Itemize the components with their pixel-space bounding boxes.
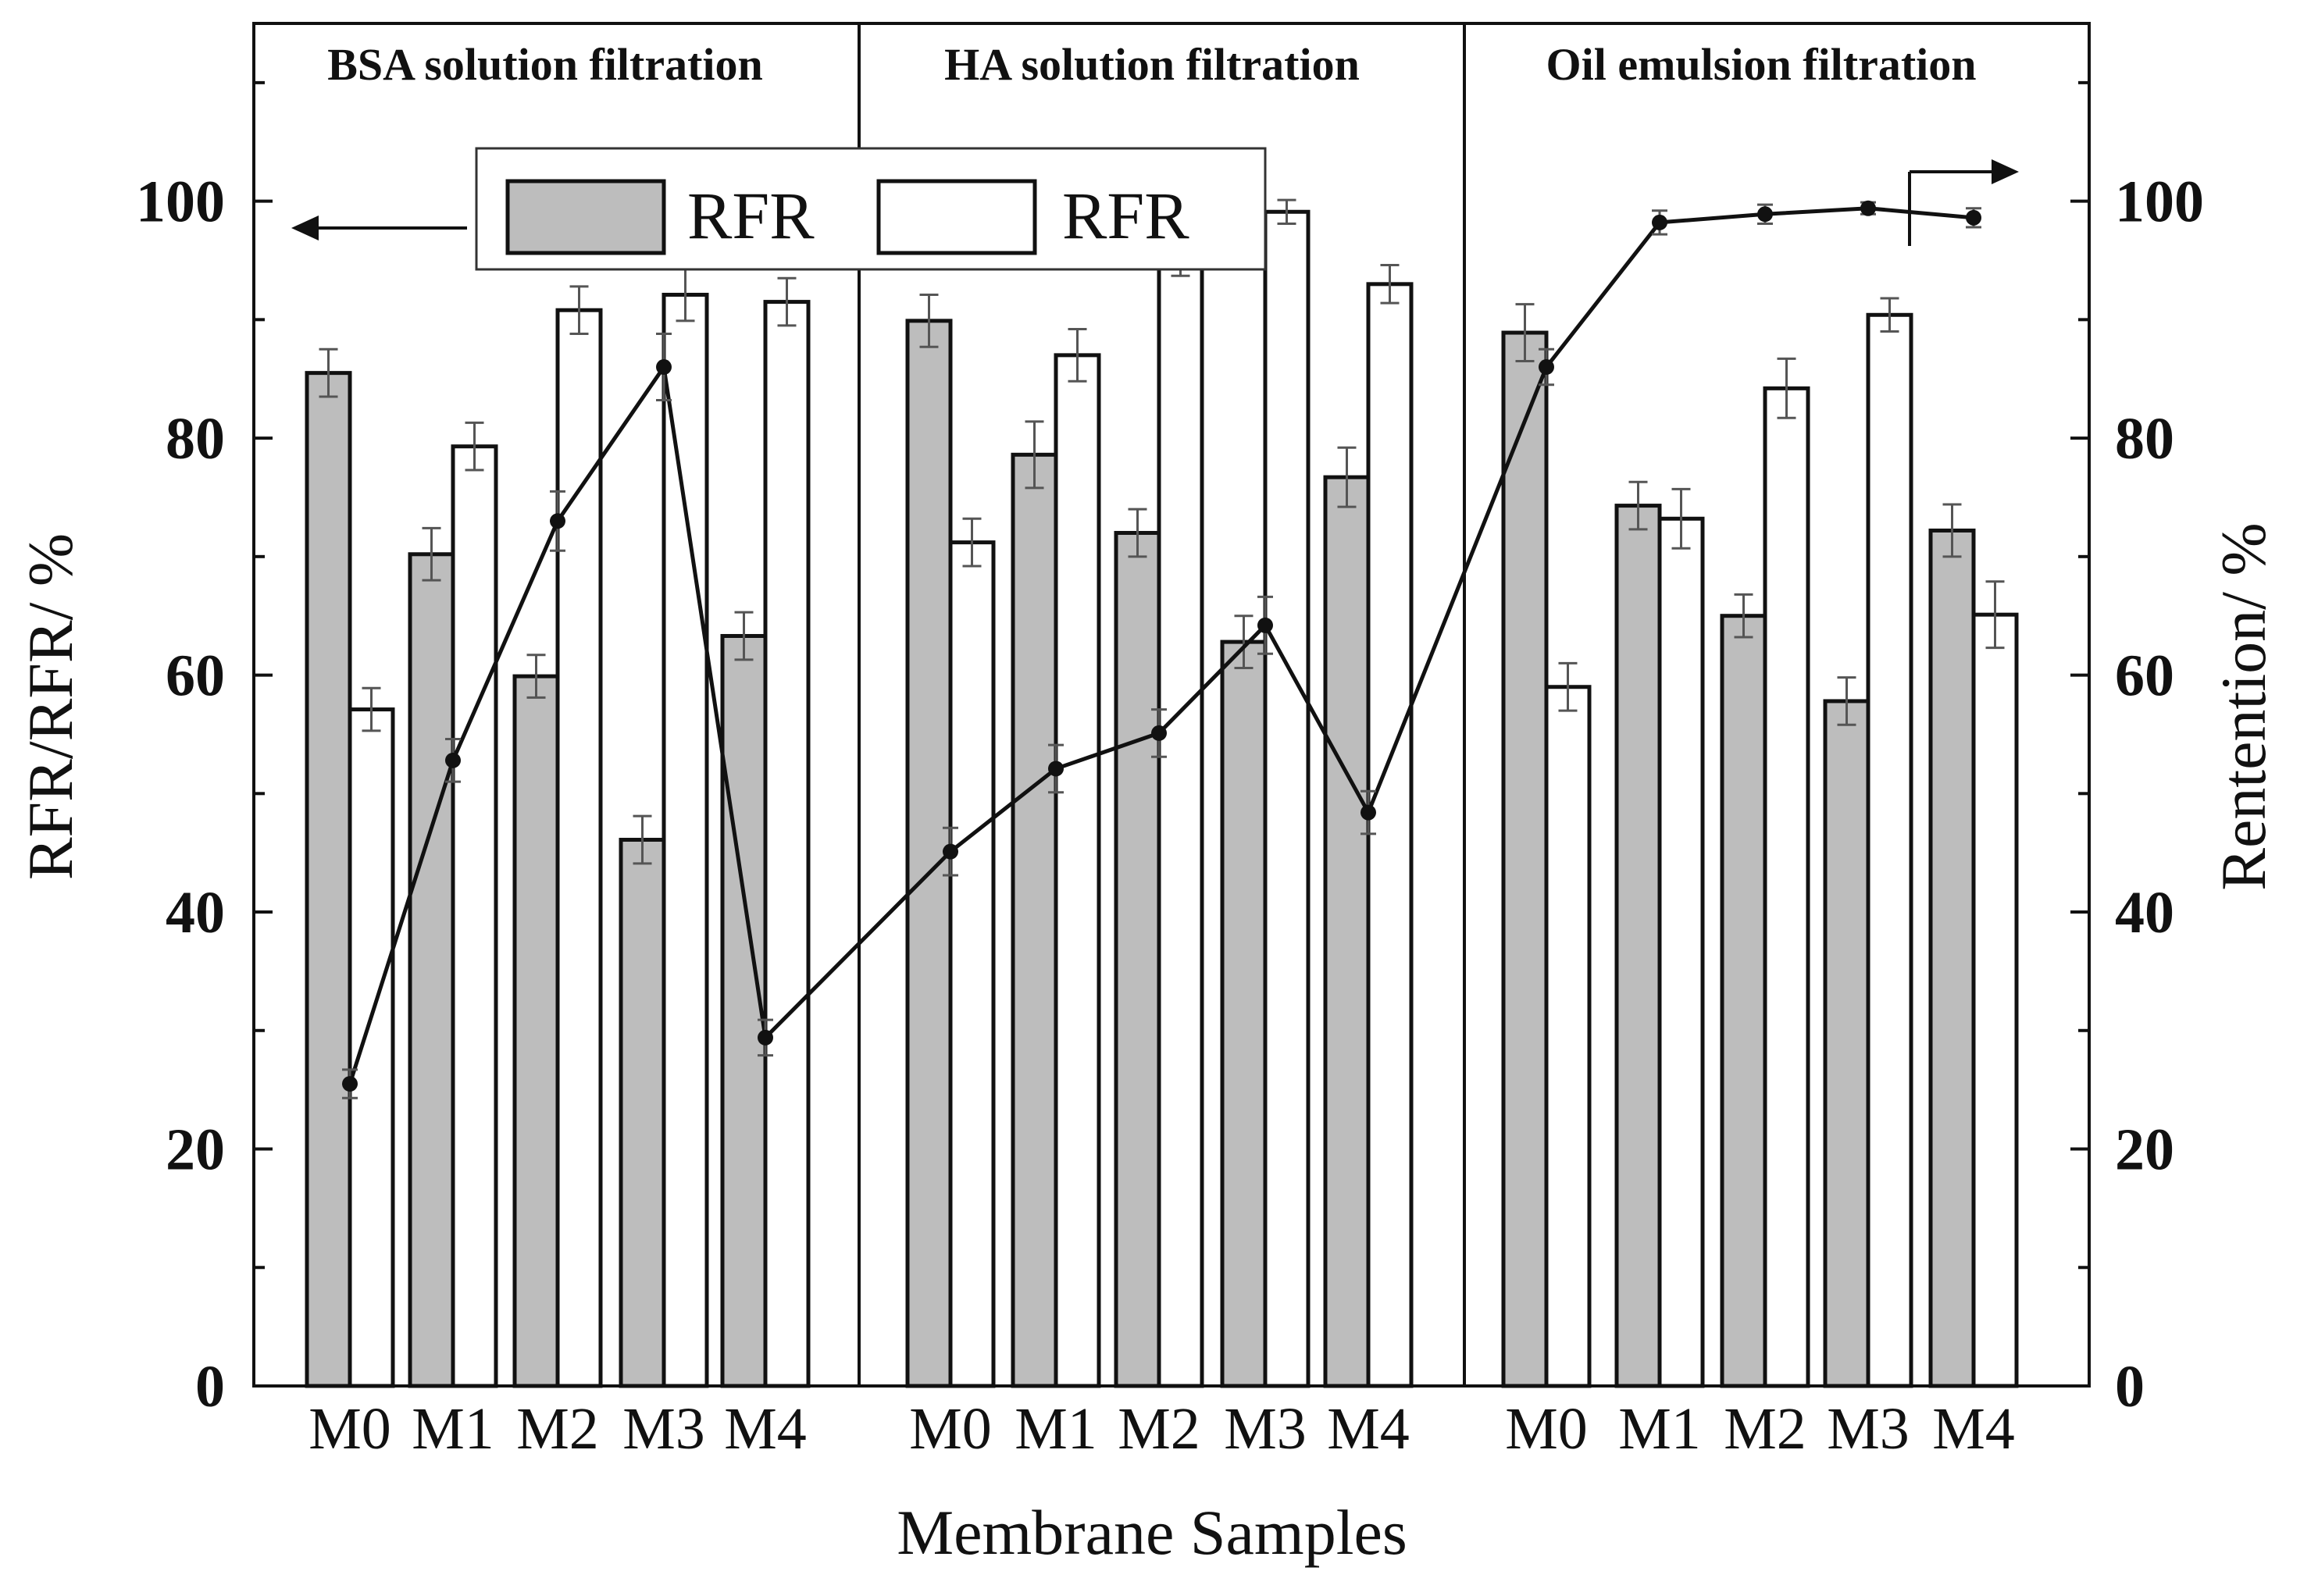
x-tick-label: M0 <box>308 1396 391 1462</box>
retention-point-3-m2 <box>1757 206 1773 223</box>
x-tick-label: M3 <box>1224 1396 1307 1462</box>
legend-swatch-gray <box>505 179 666 255</box>
bar-white-1-m4 <box>763 300 811 1388</box>
bar-white-3-m0 <box>1544 685 1592 1388</box>
left-y-axis-title: RFR/RFR/ % <box>15 533 86 880</box>
bar-gray-1-m3 <box>619 837 666 1388</box>
bar-gray-3-m3 <box>1823 699 1870 1388</box>
x-tick-label: M0 <box>909 1396 992 1462</box>
bar-gray-3-m4 <box>1928 528 1976 1388</box>
x-tick-label: M1 <box>1015 1396 1097 1462</box>
right-tick-label: 0 <box>2115 1354 2145 1420</box>
bar-gray-3-m2 <box>1720 614 1767 1388</box>
retention-point-3-m3 <box>1860 200 1876 216</box>
bar-gray-2-m1 <box>1011 452 1058 1388</box>
bar-white-1-m1 <box>451 444 498 1388</box>
bar-white-2-m3 <box>1263 209 1311 1388</box>
right-tick-label: 20 <box>2115 1117 2174 1183</box>
x-tick-label: M4 <box>1932 1396 2015 1462</box>
retention-point-1-m3 <box>656 359 672 376</box>
bar-white-2-m2 <box>1157 259 1204 1388</box>
bar-white-1-m3 <box>662 292 709 1388</box>
bar-gray-3-m0 <box>1501 330 1549 1388</box>
x-tick-label: M4 <box>1327 1396 1410 1462</box>
x-tick-label: M4 <box>724 1396 807 1462</box>
left-tick-label: 80 <box>166 406 225 472</box>
x-tick-label: M0 <box>1505 1396 1588 1462</box>
x-tick-label: M2 <box>1724 1396 1806 1462</box>
legend-label-white: RFR <box>1062 178 1189 253</box>
retention-point-3-m1 <box>1652 214 1667 230</box>
panel-title-1: BSA solution filtration <box>327 39 763 90</box>
retention-point-1-m4 <box>758 1029 773 1046</box>
retention-point-2-m3 <box>1257 617 1273 633</box>
right-tick-label: 80 <box>2115 406 2174 472</box>
right-tick-label: 60 <box>2115 643 2174 709</box>
x-tick-label: M3 <box>1827 1396 1910 1462</box>
retention-point-1-m0 <box>342 1076 358 1092</box>
retention-point-3-m0 <box>1539 359 1554 376</box>
bar-gray-1-m4 <box>720 633 768 1388</box>
right-axis-arrow-head <box>1992 159 2019 184</box>
retention-point-2-m4 <box>1360 804 1376 821</box>
retention-point-2-m2 <box>1151 725 1167 741</box>
bar-white-2-m4 <box>1366 282 1414 1388</box>
bar-white-2-m1 <box>1054 353 1101 1388</box>
legend-swatch-white <box>876 179 1037 255</box>
x-tick-label: M1 <box>412 1396 494 1462</box>
left-tick-label: 40 <box>166 880 225 946</box>
x-tick-label: M2 <box>516 1396 599 1462</box>
left-tick-label: 100 <box>136 169 225 235</box>
retention-point-1-m2 <box>550 513 565 529</box>
left-tick-label: 20 <box>166 1117 225 1183</box>
x-tick-label: M2 <box>1118 1396 1200 1462</box>
right-tick-label: 40 <box>2115 880 2174 946</box>
retention-point-2-m1 <box>1048 761 1064 777</box>
bar-white-1-m0 <box>348 707 395 1388</box>
bar-white-3-m3 <box>1866 312 1913 1388</box>
bar-gray-1-m0 <box>305 371 352 1388</box>
legend-label-gray: RFR <box>687 178 815 253</box>
bar-gray-3-m1 <box>1614 504 1662 1388</box>
retention-point-2-m0 <box>943 843 958 860</box>
x-axis-title: Membrane Samples <box>897 1497 1407 1568</box>
bar-gray-1-m1 <box>408 552 455 1388</box>
bar-gray-2-m4 <box>1323 475 1371 1388</box>
retention-point-1-m1 <box>445 752 461 768</box>
left-tick-label: 60 <box>166 643 225 709</box>
right-tick-label: 100 <box>2115 169 2204 235</box>
left-tick-label: 0 <box>195 1354 225 1420</box>
bar-white-2-m0 <box>948 540 996 1388</box>
bar-gray-1-m2 <box>512 674 560 1388</box>
left-axis-arrow-head <box>291 216 319 240</box>
retention-point-3-m4 <box>1966 209 1981 226</box>
bar-white-3-m1 <box>1657 516 1705 1388</box>
panel-title-3: Oil emulsion filtration <box>1546 39 1977 90</box>
panel-title-2: HA solution filtration <box>944 39 1360 90</box>
bar-white-3-m2 <box>1763 386 1810 1388</box>
bar-gray-2-m2 <box>1114 530 1161 1388</box>
bar-white-3-m4 <box>1971 612 2019 1388</box>
x-tick-label: M1 <box>1618 1396 1701 1462</box>
right-y-axis-title: Rentention/ % <box>2208 522 2279 890</box>
bar-gray-2-m3 <box>1220 639 1268 1388</box>
x-tick-label: M3 <box>622 1396 705 1462</box>
